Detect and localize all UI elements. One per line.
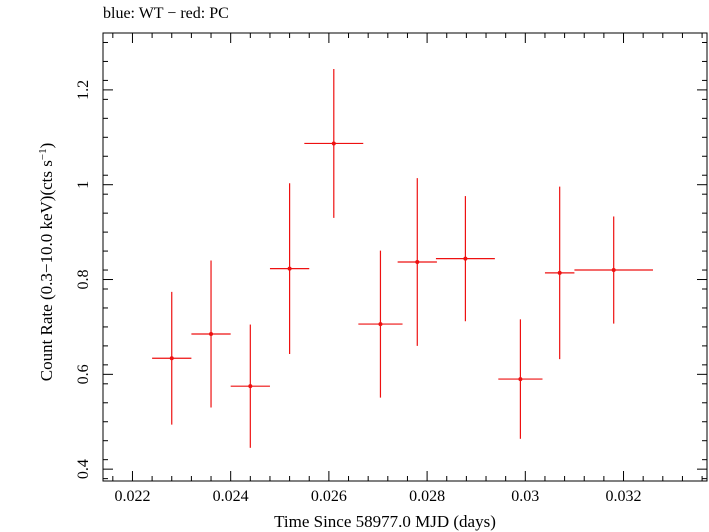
y-axis-label-main: Count Rate (0.3−10.0 keV)(cts s [37,160,56,381]
x-tick-label: 0.032 [606,488,642,505]
x-tick-label: 0.022 [114,488,150,505]
x-tick-label: 0.03 [511,488,539,505]
plot-frame [102,32,708,482]
data-point [378,322,383,327]
y-axis-label: Count Rate (0.3−10.0 keV)(cts s−1) [37,143,56,382]
y-tick-label: 1.2 [75,80,92,100]
x-tick-label: 0.028 [409,488,445,505]
data-point [169,356,174,361]
data-point [287,266,292,271]
data-point [331,141,336,146]
y-tick-label: 0.4 [75,459,92,479]
y-axis-label-superscript: −1 [37,148,49,160]
x-axis-label: Time Since 58977.0 MJD (days) [274,512,496,531]
y-tick-label: 1 [75,181,92,189]
data-point [415,259,420,264]
y-tick-label: 0.8 [75,270,92,290]
data-point [557,270,562,275]
x-tick-label: 0.026 [311,488,347,505]
y-axis-label-close: ) [37,143,56,149]
x-tick-label: 0.024 [213,488,249,505]
chart-title: blue: WT − red: PC [103,5,229,22]
data-point [248,384,253,389]
data-point [209,332,214,337]
y-tick-label: 0.6 [75,364,92,384]
data-point [463,256,468,261]
data-point [518,377,523,382]
data-point [611,268,616,273]
